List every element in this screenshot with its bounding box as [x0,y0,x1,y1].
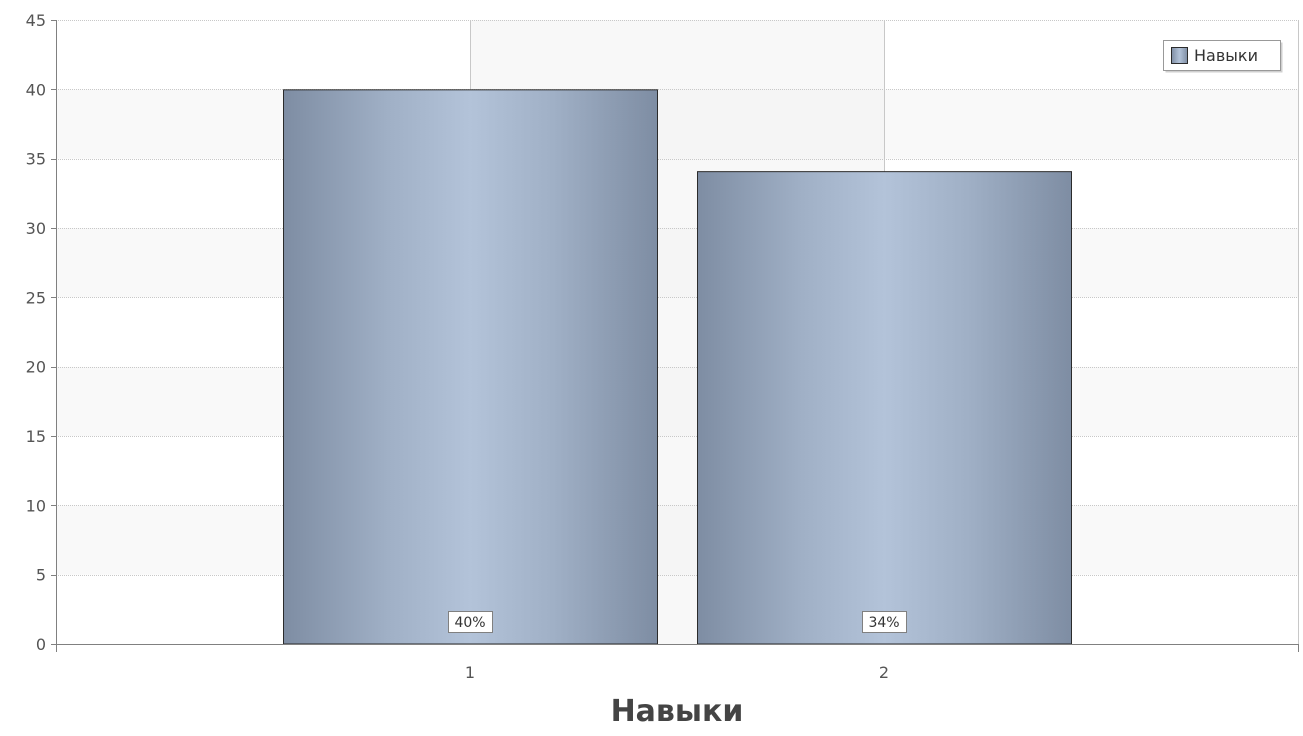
y-tick-label: 10 [26,496,46,515]
x-axis-title: Навыки [611,694,744,729]
y-tick-label: 0 [36,635,46,654]
axes [51,20,1299,652]
y-tick-label: 5 [36,566,46,585]
legend-label: Навыки [1194,46,1258,65]
y-tick-label: 45 [26,11,46,30]
y-tick-label: 15 [26,427,46,446]
y-tick-label: 40 [26,80,46,99]
plot-area [56,20,1298,644]
x-tick-label: 2 [879,663,889,682]
data-label-text: 34% [868,615,899,631]
data-label-box [448,611,493,633]
bars [283,89,1072,645]
data-label: 34% [862,611,907,633]
data-label-box [862,611,907,633]
bar-2 [697,171,1072,645]
y-tick-label: 35 [26,150,46,169]
y-tick-label: 30 [26,219,46,238]
data-label-text: 40% [454,615,485,631]
tick-labels: 0 5 10 15 20 25 30 35 40 45 1 2 [26,11,889,682]
bar-1 [283,89,658,645]
y-tick-label: 20 [26,358,46,377]
legend-swatch [1171,47,1188,64]
data-labels: 40% 34% [448,611,907,633]
x-tick-label: 1 [465,663,475,682]
y-tick-label: 25 [26,288,46,307]
data-label: 40% [448,611,493,633]
legend: Навыки [1163,40,1283,73]
